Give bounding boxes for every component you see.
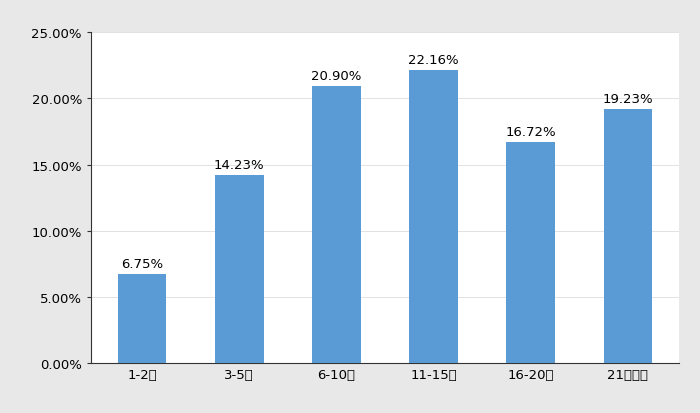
- Bar: [118, 274, 167, 363]
- Text: 14.23%: 14.23%: [214, 159, 265, 171]
- Bar: [312, 87, 360, 363]
- Text: 20.90%: 20.90%: [312, 70, 362, 83]
- Bar: [215, 176, 263, 363]
- Bar: [507, 142, 555, 363]
- Text: 22.16%: 22.16%: [408, 54, 459, 66]
- Bar: [410, 71, 458, 363]
- Text: 16.72%: 16.72%: [505, 126, 556, 138]
- Text: 6.75%: 6.75%: [121, 257, 163, 270]
- Bar: [603, 109, 652, 363]
- Text: 19.23%: 19.23%: [603, 93, 653, 105]
